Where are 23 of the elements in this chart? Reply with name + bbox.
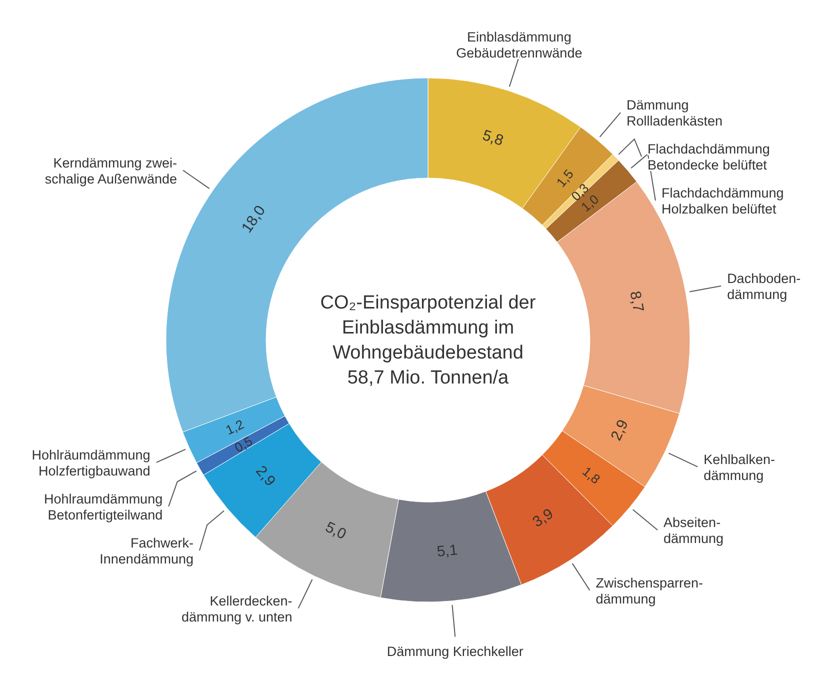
data-label: 5,8 (480, 126, 506, 150)
data-label: 5,0 (322, 518, 349, 544)
slice-label: Einblasdämmung Gebäudetrennwände (456, 28, 582, 60)
text: CO₂-Einsparpotenzial der Einblasdämmung im Wohngebäudebestand 58,7 Mio. Tonnen/a (320, 292, 536, 388)
data-label: 8,7 (626, 290, 647, 314)
slice-label: Hohlräumdämmung Holzfertigbauwand (32, 446, 150, 478)
data-label: 2,9 (252, 462, 279, 490)
data-label: 2,9 (608, 417, 632, 444)
slice-label: Kehlbalken- dämmung (704, 451, 775, 482)
slice-label: Fachwerk- Innendämmung (100, 534, 194, 566)
data-label: 3,9 (530, 505, 556, 531)
slice-label: Flachdachdämmung Holzbalken belüftet (661, 185, 784, 216)
slice-label: Kellerdecken- dämmung v. unten (181, 592, 292, 624)
slice-label: Dämmung Kriechkeller (386, 643, 524, 658)
data-label: 5,1 (436, 542, 458, 561)
data-label: 1,8 (580, 464, 604, 487)
slice-label: Kerndämmung zwei- schalige Außenwände (44, 154, 178, 186)
slice-label: Zwischensparren- dämmung (596, 574, 704, 606)
slice-label: Dachboden- dämmung (727, 270, 801, 302)
slice-label: Dämmung Rollladenkästen (626, 97, 723, 128)
slice-label: Hohlraumdämmung Betonfertigteilwand (44, 490, 163, 522)
slice-label: Abseiten- dämmung (664, 514, 724, 546)
data-label: 1,5 (553, 166, 577, 190)
